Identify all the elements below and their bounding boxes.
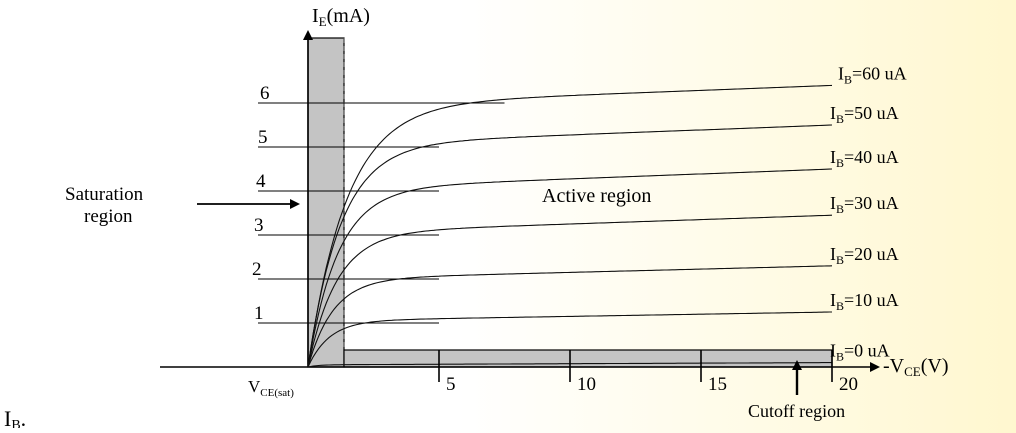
y-tick-label-2: 2 bbox=[252, 259, 262, 280]
footer-text: IB. bbox=[4, 406, 26, 428]
curve-ib-40ua bbox=[307, 168, 833, 368]
series-label-ib-50ua: IB=50 uA bbox=[830, 103, 899, 126]
series-labels-group: IB=0 uA IB=10 uA IB=20 uA IB=30 uA IB=40 uA I… bbox=[830, 63, 907, 363]
x-tick-label-10: 10 bbox=[577, 374, 596, 395]
series-label-ib-10ua: IB=10 uA bbox=[830, 290, 899, 313]
y-tick-label-3: 3 bbox=[254, 215, 264, 236]
y-tick-label-5: 5 bbox=[258, 127, 268, 148]
curve-ib-60ua bbox=[307, 84, 833, 368]
cutoff-region-label: Cutoff region bbox=[748, 401, 845, 421]
series-label-ib-60ua: IB=60 uA bbox=[838, 63, 907, 86]
curve-ib-30ua bbox=[307, 214, 833, 368]
series-label-ib-30ua: IB=30 uA bbox=[830, 193, 899, 216]
origin-label: VCE(sat) bbox=[248, 377, 294, 399]
saturation-label-line1: Saturation bbox=[65, 184, 144, 205]
y-ticks-group: 1 2 3 4 5 6 bbox=[252, 83, 270, 324]
x-axis-label: -VCE(V) bbox=[883, 355, 949, 379]
curve-ib-50ua bbox=[307, 124, 833, 368]
y-axis-label: IE(mA) bbox=[312, 5, 370, 29]
x-tick-label-20: 20 bbox=[839, 374, 858, 395]
y-tick-label-6: 6 bbox=[260, 83, 270, 104]
series-label-ib-20ua: IB=20 uA bbox=[830, 244, 899, 267]
y-reference-lines bbox=[258, 102, 505, 324]
series-label-ib-40ua: IB=40 uA bbox=[830, 147, 899, 170]
curve-ib-10ua bbox=[307, 311, 832, 368]
active-region-label: Active region bbox=[542, 185, 651, 207]
y-tick-label-4: 4 bbox=[256, 171, 266, 192]
series-label-ib-0ua: IB=0 uA bbox=[830, 341, 890, 364]
x-ticks-group: 5 10 15 20 bbox=[438, 350, 858, 395]
x-tick-label-5: 5 bbox=[446, 374, 456, 395]
y-tick-label-1: 1 bbox=[254, 303, 264, 324]
x-tick-label-15: 15 bbox=[708, 374, 727, 395]
curves-group bbox=[307, 84, 833, 368]
curve-ib-20ua bbox=[307, 265, 833, 368]
saturation-label-line2: region bbox=[84, 206, 133, 227]
saturation-shade bbox=[307, 37, 345, 368]
